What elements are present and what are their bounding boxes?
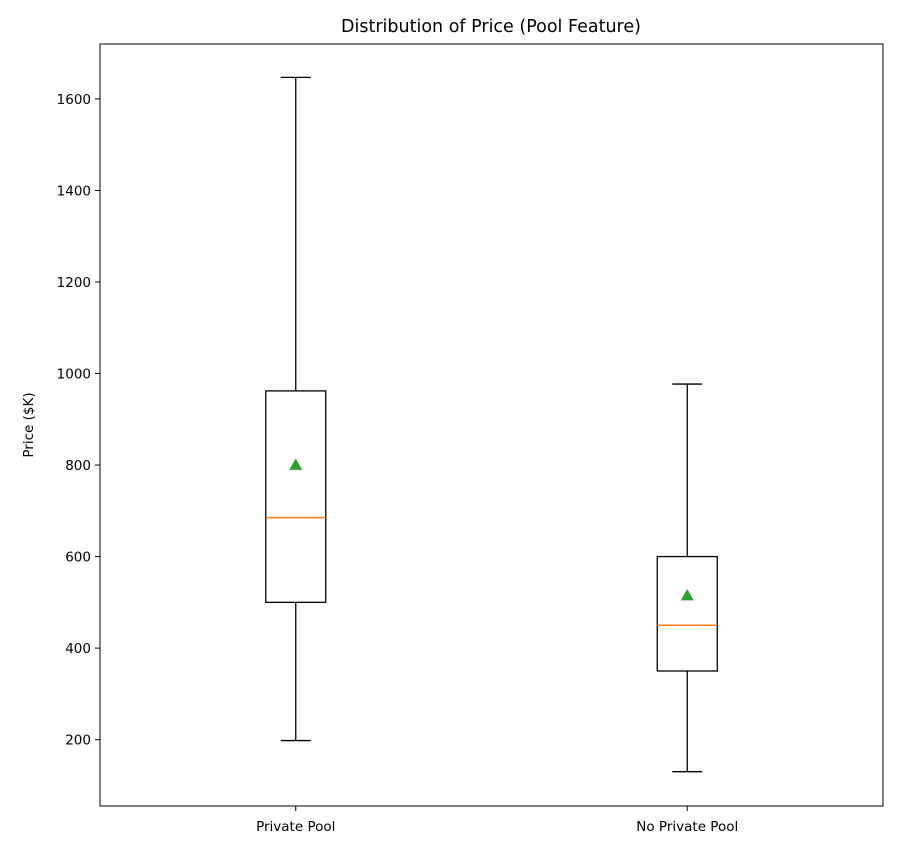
y-tick-label: 1400 [57, 183, 91, 199]
y-tick-label: 1200 [57, 275, 91, 291]
x-tick-label: No Private Pool [636, 819, 738, 835]
box-iqr [656, 555, 718, 672]
y-tick-label: 1600 [57, 92, 91, 108]
y-tick-label: 800 [65, 458, 91, 474]
axes-frame [99, 43, 884, 807]
box-iqr [265, 390, 327, 603]
x-tick-label: Private Pool [256, 819, 335, 835]
mean-marker [289, 458, 303, 470]
y-tick-label: 200 [65, 733, 91, 749]
chart-title: Distribution of Price (Pool Feature) [341, 17, 641, 37]
y-tick-label: 600 [65, 550, 91, 566]
y-tick-label: 400 [65, 641, 91, 657]
y-axis-label: Price ($K) [21, 392, 37, 457]
plot-area: 200 400 600 800 1000 1200 1400 1600 Private Pool… [57, 76, 738, 835]
mean-marker [680, 588, 694, 601]
y-tick-label: 1000 [57, 367, 91, 383]
